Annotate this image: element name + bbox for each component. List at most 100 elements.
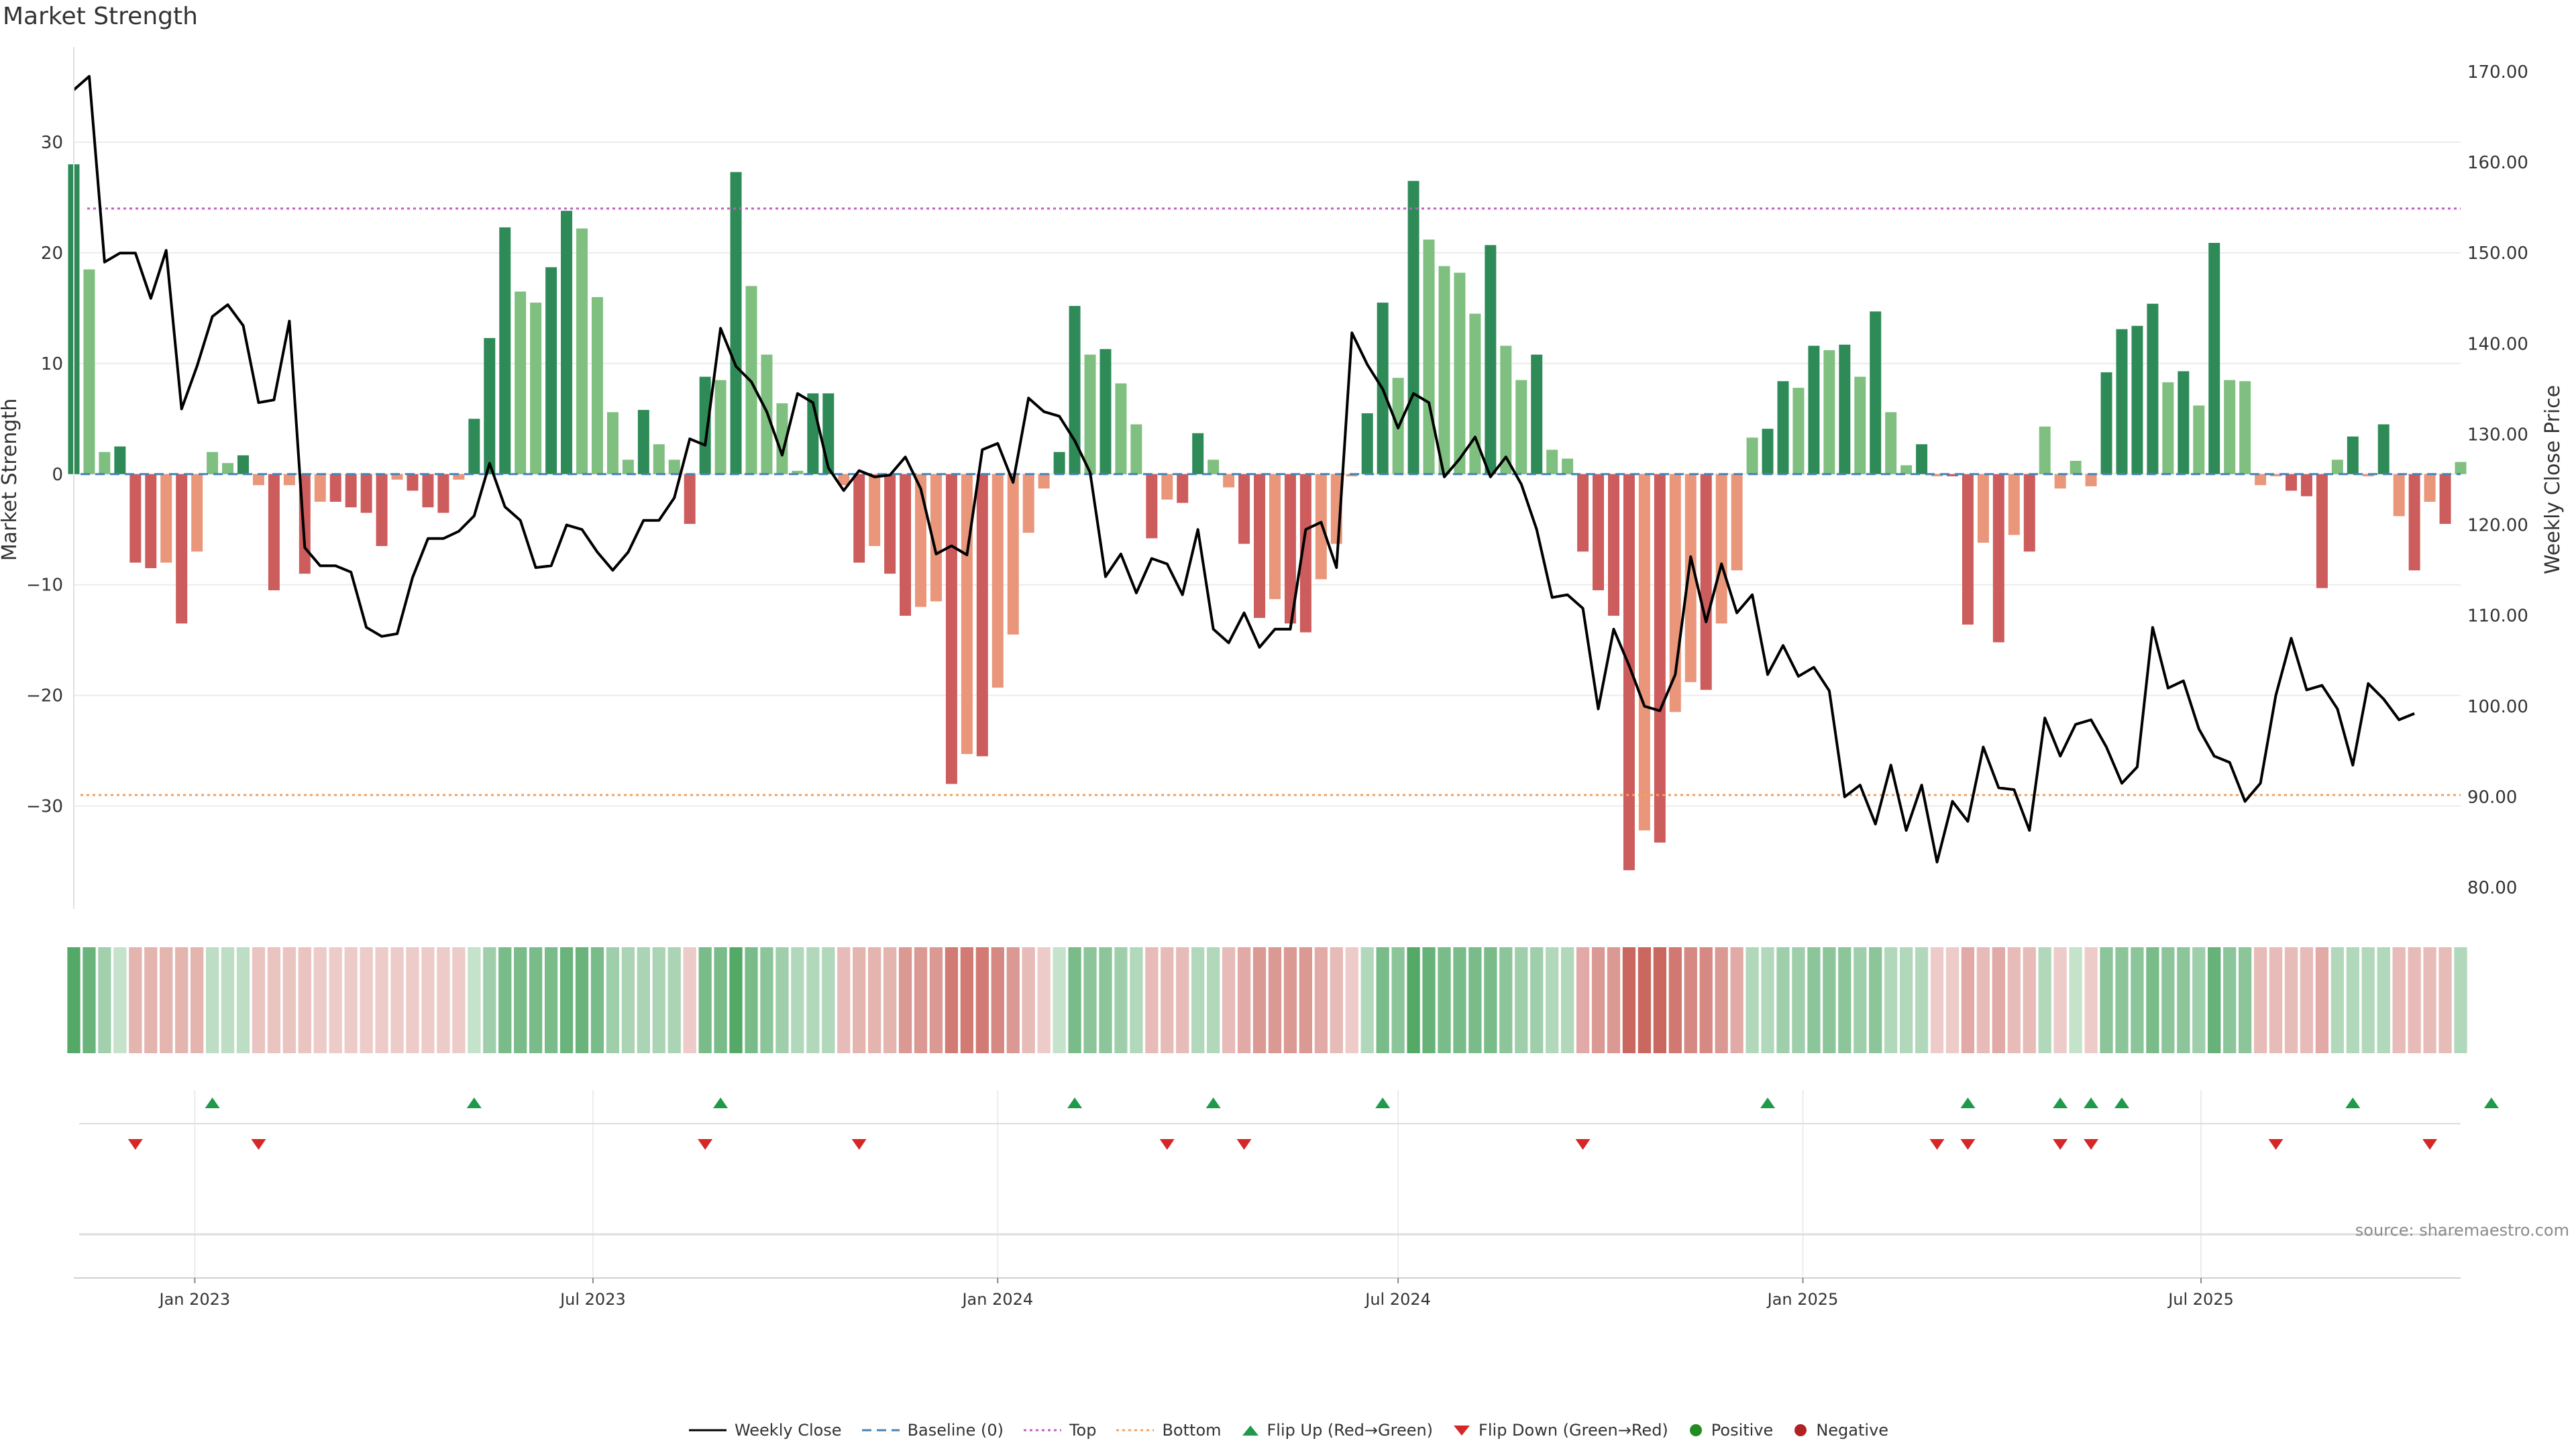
strength-bar [869,474,881,546]
strength-bars [68,164,2467,871]
strength-bar [545,267,557,474]
heat-cell [975,947,989,1053]
heat-cell [714,947,727,1053]
legend-baseline: Baseline (0) [861,1421,1004,1440]
heat-cell [1268,947,1282,1053]
strength-bar [930,474,942,602]
right-tick-label: 120.00 [2467,516,2528,536]
heat-cell [1546,947,1559,1053]
left-tick-label: 20 [41,244,63,264]
heat-cell [498,947,512,1053]
flip-up-marker [1760,1097,1776,1108]
strength-bar [1361,413,1373,474]
strength-bar [1715,474,1727,624]
strength-bar [1562,458,1574,474]
heat-cell [452,947,466,1053]
flip-down-marker [2268,1139,2284,1150]
strength-bar [2116,329,2128,474]
left-axis-title: Market Strength [0,398,21,561]
strength-bar [2162,382,2174,474]
heat-cell [868,947,881,1053]
heat-cell [1838,947,1851,1053]
strength-bar [2300,474,2312,496]
x-axis: Jan 2023 Jul 2023 Jan 2024 Jul 2024 Jan 2025… [74,1277,2461,1309]
left-tick-label: 30 [41,133,63,153]
heat-cell [745,947,758,1053]
heat-cell [1515,947,1528,1053]
heat-cell [1699,947,1713,1053]
strength-bar [2331,460,2343,474]
strength-bar [1546,449,1558,474]
strength-bar [2270,474,2282,477]
flip-up-marker [2483,1097,2499,1108]
strength-bar [1638,474,1650,830]
legend-label: Baseline (0) [907,1421,1004,1440]
right-tick-label: 130.00 [2467,425,2528,445]
heat-cell [1283,947,1297,1053]
line-icon [688,1429,727,1432]
heat-cell [2269,947,2283,1053]
x-tick-label: Jul 2023 [559,1290,626,1309]
strength-bar [1531,354,1543,474]
strength-bar [2147,303,2159,474]
strength-bar [2316,474,2328,588]
strength-bar [1700,474,1712,690]
strength-bar [1916,444,1928,474]
right-tick-label: 90.00 [2467,788,2517,808]
heat-cell [267,947,281,1053]
grid-lines [74,141,2461,1278]
strength-bar [207,451,219,474]
strength-bar [1254,474,1266,619]
strength-bar [2070,460,2082,474]
heat-cell [683,947,696,1053]
heat-cell [729,947,743,1053]
heat-cell [1083,947,1097,1053]
heat-cell [1037,947,1051,1053]
heat-cell [2223,947,2237,1053]
strength-bar [853,474,865,563]
heat-cell [1438,947,1451,1053]
legend-weekly-close: Weekly Close [688,1421,842,1440]
heat-cell [960,947,974,1053]
circle-icon [1794,1424,1807,1436]
strength-bar [2085,474,2097,486]
flip-down-marker [1236,1139,1252,1150]
legend-label: Bottom [1162,1421,1222,1440]
strength-bar [1485,245,1497,474]
strength-bar [1870,311,1882,474]
heat-cell [806,947,820,1053]
heat-cell [2023,947,2036,1053]
strength-bar [1223,474,1235,488]
heat-cell [1653,947,1666,1053]
strength-bar [314,474,326,502]
strength-bar [176,474,188,624]
heat-cell [375,947,388,1053]
flip-down-marker [1929,1139,1945,1150]
strength-bar [2408,474,2420,571]
strength-bar [237,455,249,474]
strength-bar [1469,313,1481,474]
strength-bar [1099,349,1112,474]
strength-bar [1854,376,1866,474]
strength-bar [945,474,957,784]
strength-bar [1146,474,1158,539]
right-tick-label: 150.00 [2467,244,2528,264]
flip-down-marker [1159,1139,1175,1150]
heat-cell [2161,947,2175,1053]
strength-bar [838,474,850,486]
flip-up-marker [205,1097,220,1108]
x-tick-label: Jan 2024 [961,1290,1033,1309]
strength-bar [2255,474,2267,486]
heat-cell [252,947,266,1053]
flip-down-marker [1960,1139,1976,1150]
legend-label: Flip Down (Green→Red) [1479,1421,1668,1440]
flip-up-marker [713,1097,729,1108]
heat-cell [1792,947,1805,1053]
heat-cell [1176,947,1189,1053]
triangle-up-icon [1242,1426,1258,1436]
heat-cell [1976,947,1990,1053]
strength-bar [515,291,527,474]
heat-cell [791,947,804,1053]
x-tick-label: Jan 2025 [1766,1290,1839,1309]
